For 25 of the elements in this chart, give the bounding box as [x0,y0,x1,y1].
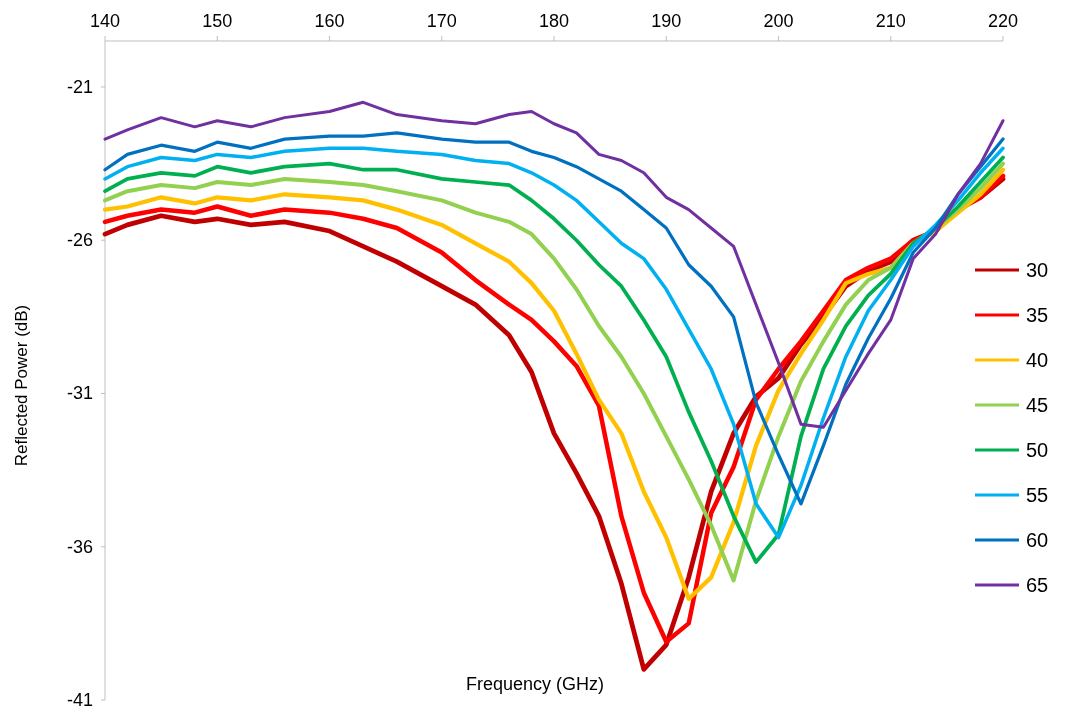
line-series [103,100,1005,429]
legend-label: 65 [1026,574,1049,596]
y-tick-label: -36 [66,536,93,557]
x-tick-label: 200 [763,11,794,31]
legend-label: 45 [1026,394,1049,416]
legend-label: 30 [1026,259,1049,281]
legend-label: 50 [1026,439,1049,461]
legend-label: 60 [1026,529,1049,551]
x-tick-label: 150 [202,11,233,31]
x-tick-label: 190 [651,11,682,31]
x-axis-title: Frequency (GHz) [465,674,605,694]
x-tick-label: 140 [89,11,121,31]
x-tick-label: 210 [875,11,906,31]
legend-label: 35 [1026,304,1049,326]
x-tick-label: 170 [426,11,457,31]
x-tick-label: 180 [538,11,570,31]
y-axis-title: Reflected Power (dB) [12,304,31,467]
x-tick-label: 160 [314,11,345,31]
y-tick-label: -31 [66,383,93,404]
y-tick-label: -26 [66,230,93,251]
y-tick-label: -21 [66,76,93,97]
legend-label: 55 [1026,484,1049,506]
legend-label: 40 [1026,349,1049,371]
y-tick-label: -41 [66,690,93,710]
x-tick-label: 220 [987,11,1019,31]
